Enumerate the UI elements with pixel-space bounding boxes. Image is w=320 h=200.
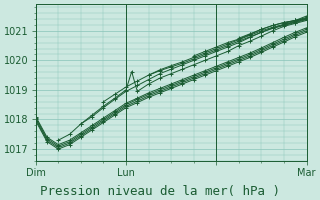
Text: Pression niveau de la mer( hPa ): Pression niveau de la mer( hPa ) [40,185,280,198]
